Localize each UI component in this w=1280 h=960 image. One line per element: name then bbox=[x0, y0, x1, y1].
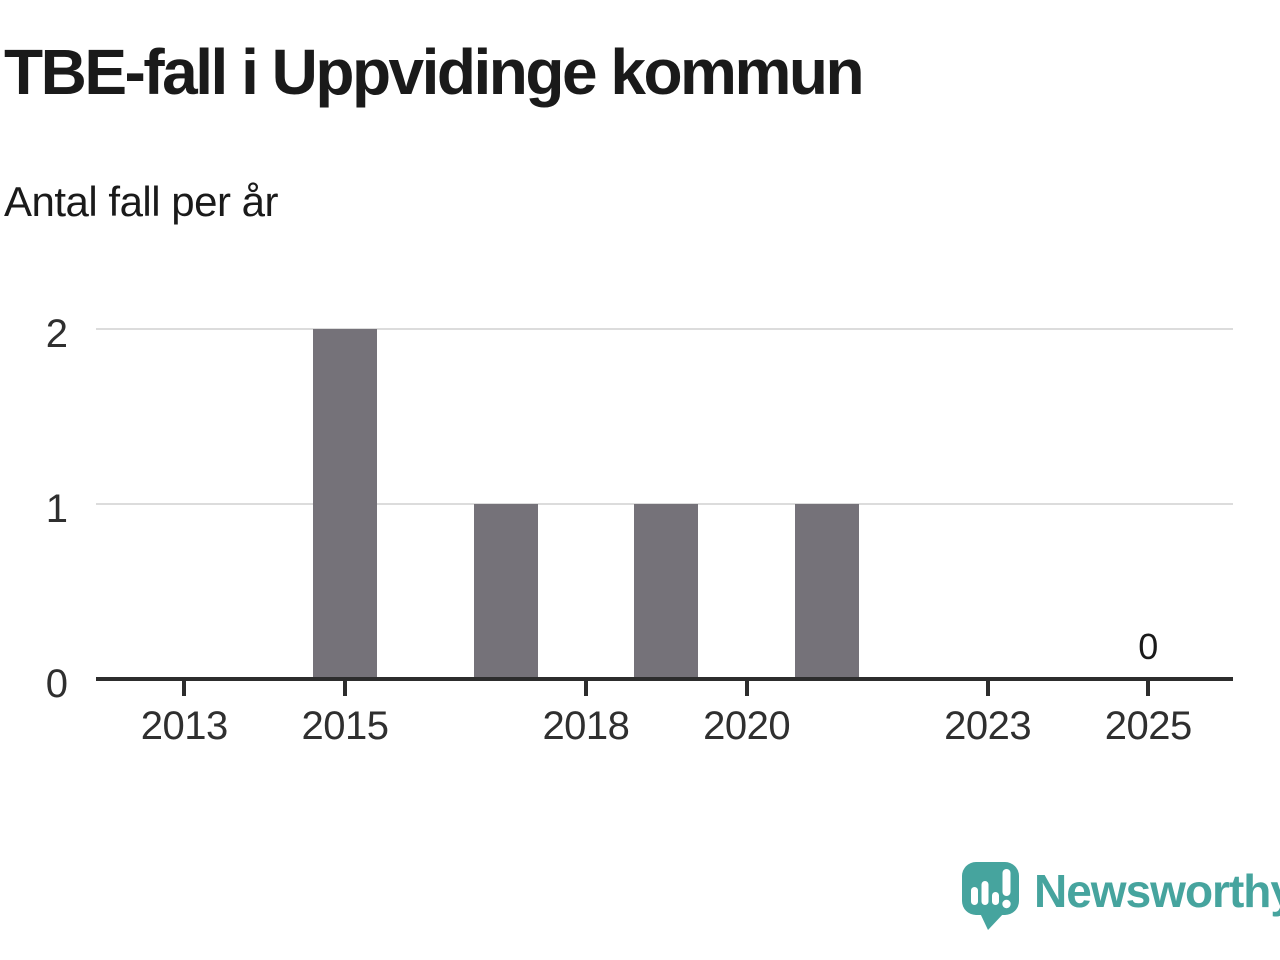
x-axis-line bbox=[96, 677, 1233, 681]
x-axis-tick-label: 2020 bbox=[703, 704, 791, 748]
chart-subtitle: Antal fall per år bbox=[4, 178, 278, 225]
x-axis-tick-label: 2018 bbox=[542, 704, 630, 748]
x-axis-tick bbox=[182, 681, 187, 696]
bar-2019 bbox=[634, 504, 699, 679]
chart-title: TBE-fall i Uppvidinge kommun bbox=[4, 36, 865, 108]
bar-2017 bbox=[473, 504, 538, 679]
x-axis-tick-label: 2023 bbox=[944, 704, 1032, 748]
newsworthy-logo-icon bbox=[962, 862, 1019, 930]
y-axis-tick-label: 0 bbox=[45, 662, 68, 706]
y-axis-tick-label: 2 bbox=[45, 312, 68, 356]
y-axis-tick-label: 1 bbox=[45, 487, 68, 531]
bar-value-label: 0 bbox=[1138, 626, 1159, 667]
x-axis-tick bbox=[342, 681, 347, 696]
gridline bbox=[96, 328, 1233, 330]
x-axis-tick bbox=[744, 681, 749, 696]
x-axis-tick bbox=[583, 681, 588, 696]
x-axis-tick-label: 2013 bbox=[140, 704, 228, 748]
x-axis-tick-label: 2025 bbox=[1104, 704, 1192, 748]
x-axis-tick-label: 2015 bbox=[301, 704, 389, 748]
bar-2021 bbox=[794, 504, 859, 679]
bar-2015 bbox=[312, 329, 377, 679]
x-axis-tick bbox=[985, 681, 990, 696]
x-axis-tick bbox=[1146, 681, 1151, 696]
newsworthy-wordmark: Newsworthy bbox=[1034, 865, 1280, 917]
